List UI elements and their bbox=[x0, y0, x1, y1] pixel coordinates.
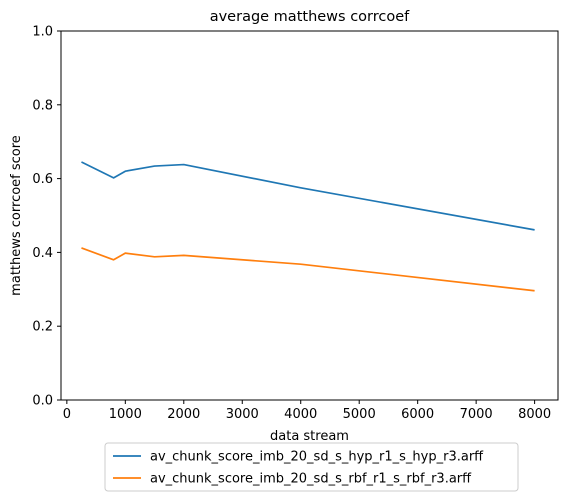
y-axis-label: matthews corrcoef score bbox=[9, 135, 24, 296]
legend-box bbox=[104, 442, 519, 492]
plot-lines bbox=[81, 161, 535, 292]
plot-area-frame bbox=[60, 30, 559, 401]
x-tick-label: 3000 bbox=[226, 407, 259, 422]
x-tick-label: 4000 bbox=[284, 407, 317, 422]
x-tick-label: 6000 bbox=[401, 407, 434, 422]
y-tick-label: 0.8 bbox=[32, 98, 53, 113]
series-line-2 bbox=[81, 247, 535, 292]
x-tick-label: 8000 bbox=[518, 407, 551, 422]
legend: av_chunk_score_imb_20_sd_s_hyp_r1_s_hyp_… bbox=[104, 442, 519, 492]
x-tick-label: 2000 bbox=[167, 407, 200, 422]
x-tick-label: 5000 bbox=[343, 407, 376, 422]
y-axis: 0.0 0.2 0.4 0.6 0.8 1.0 bbox=[32, 25, 61, 409]
chart-title: average matthews corrcoef bbox=[210, 9, 410, 25]
x-tick-label: 1000 bbox=[109, 407, 142, 422]
y-tick-label: 0.6 bbox=[32, 172, 53, 187]
y-tick-label: 0.0 bbox=[32, 394, 53, 409]
y-tick-label: 0.4 bbox=[32, 246, 53, 261]
x-tick-label: 0 bbox=[63, 407, 71, 422]
x-axis: 0 1000 2000 3000 4000 5000 6000 7000 8000 bbox=[63, 400, 551, 422]
x-axis-label: data stream bbox=[270, 429, 349, 444]
x-tick-label: 7000 bbox=[460, 407, 493, 422]
series-line-1 bbox=[81, 161, 535, 231]
legend-label-2: av_chunk_score_imb_20_sd_s_rbf_r1_s_rbf_… bbox=[150, 472, 472, 487]
y-tick-label: 1.0 bbox=[32, 25, 53, 40]
legend-label-1: av_chunk_score_imb_20_sd_s_hyp_r1_s_hyp_… bbox=[150, 450, 484, 465]
y-tick-label: 0.2 bbox=[32, 320, 53, 335]
